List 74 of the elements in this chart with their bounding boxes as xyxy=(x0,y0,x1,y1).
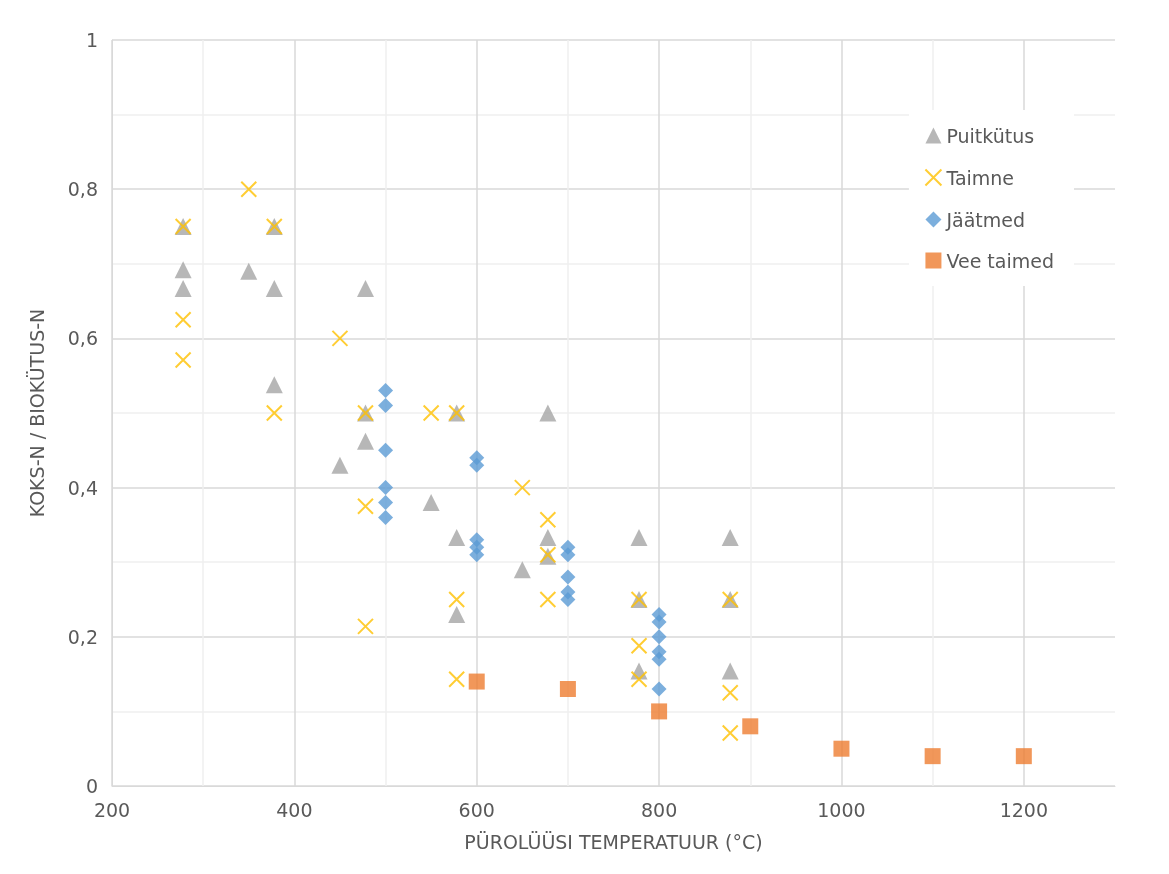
point xyxy=(448,670,466,688)
point xyxy=(422,494,440,512)
point xyxy=(356,279,374,297)
point xyxy=(560,569,576,585)
point xyxy=(630,529,648,547)
point xyxy=(560,547,576,563)
point xyxy=(560,592,576,607)
point xyxy=(651,703,668,720)
point xyxy=(559,681,576,698)
point xyxy=(630,637,648,655)
point xyxy=(630,670,648,688)
point xyxy=(539,529,557,547)
point xyxy=(265,404,283,422)
point xyxy=(378,509,394,525)
x-axis-title: PÜROLÜÜSI TEMPERATUUR (°C) xyxy=(464,830,763,853)
point xyxy=(721,724,739,742)
y-tick-label: 0,2 xyxy=(67,625,98,648)
point xyxy=(378,495,394,511)
point xyxy=(448,605,466,623)
point xyxy=(924,748,941,765)
point xyxy=(240,262,258,280)
point xyxy=(265,279,283,297)
point xyxy=(174,261,192,279)
point xyxy=(539,511,557,529)
point xyxy=(422,404,440,422)
y-tick-label: 0,6 xyxy=(67,327,98,350)
point xyxy=(378,398,394,414)
point xyxy=(174,279,192,297)
point xyxy=(356,617,374,635)
x-tick-label: 1200 xyxy=(999,798,1048,821)
legend-label: Jäätmed xyxy=(945,208,1026,231)
point xyxy=(742,718,759,735)
x-tick-label: 600 xyxy=(458,798,495,821)
point xyxy=(448,529,466,547)
point xyxy=(378,480,394,496)
x-tick-label: 200 xyxy=(93,798,131,821)
legend-label: Taimne xyxy=(945,166,1015,189)
point xyxy=(721,662,739,680)
point xyxy=(378,442,394,458)
point xyxy=(721,684,739,702)
point xyxy=(265,376,283,394)
point xyxy=(721,529,739,547)
y-tick-label: 0 xyxy=(85,775,98,797)
point xyxy=(378,383,394,399)
point xyxy=(469,457,485,473)
point xyxy=(539,591,557,608)
x-tick-label: 400 xyxy=(276,798,313,821)
y-axis-title: KOKS-N / BIOKÜTUS-N xyxy=(25,308,48,518)
point xyxy=(356,497,374,515)
point xyxy=(468,673,485,690)
point xyxy=(469,547,485,563)
legend-label: Puitkütus xyxy=(946,124,1035,147)
point xyxy=(174,351,192,369)
point xyxy=(331,456,349,474)
point xyxy=(1015,748,1032,765)
point xyxy=(240,180,258,198)
point xyxy=(448,591,466,608)
point xyxy=(331,329,349,347)
x-tick-label: 1000 xyxy=(817,798,866,821)
point xyxy=(651,614,667,630)
point xyxy=(513,479,531,497)
point xyxy=(651,629,667,645)
point xyxy=(539,404,557,422)
x-tick-label: 800 xyxy=(640,798,678,821)
y-tick-label: 0,8 xyxy=(67,178,98,201)
legend-label: Vee taimed xyxy=(946,249,1055,272)
point xyxy=(651,681,667,697)
point xyxy=(513,561,531,579)
point xyxy=(174,311,192,329)
point xyxy=(833,740,850,757)
y-tick-label: 0,4 xyxy=(67,476,98,499)
y-tick-label: 1 xyxy=(85,29,98,51)
point xyxy=(651,651,667,667)
point xyxy=(356,432,374,450)
